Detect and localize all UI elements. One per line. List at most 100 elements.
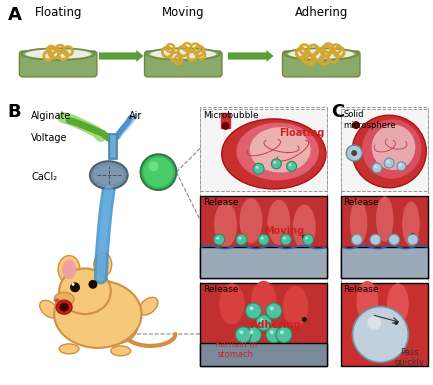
Ellipse shape: [288, 49, 354, 59]
Circle shape: [270, 306, 274, 310]
Circle shape: [351, 234, 362, 245]
FancyBboxPatch shape: [200, 283, 327, 366]
Circle shape: [352, 121, 360, 129]
Text: Remain in
stomach: Remain in stomach: [215, 340, 257, 359]
Ellipse shape: [214, 202, 237, 248]
Circle shape: [352, 306, 408, 362]
Circle shape: [70, 282, 80, 292]
Circle shape: [410, 233, 415, 238]
FancyBboxPatch shape: [341, 247, 429, 278]
Ellipse shape: [90, 161, 128, 189]
Polygon shape: [220, 113, 230, 127]
Circle shape: [397, 162, 406, 171]
Circle shape: [276, 327, 292, 343]
Ellipse shape: [362, 119, 421, 179]
Ellipse shape: [94, 306, 138, 344]
Circle shape: [394, 321, 398, 325]
Text: C: C: [331, 103, 344, 121]
Circle shape: [374, 165, 377, 168]
Ellipse shape: [250, 127, 310, 172]
Circle shape: [246, 327, 262, 343]
Circle shape: [236, 327, 251, 343]
Polygon shape: [99, 50, 143, 62]
Ellipse shape: [219, 283, 245, 325]
Ellipse shape: [59, 268, 111, 314]
Ellipse shape: [146, 48, 220, 60]
Ellipse shape: [293, 204, 316, 250]
Text: Alginate: Alginate: [31, 110, 72, 121]
Ellipse shape: [387, 283, 409, 325]
Text: Floating: Floating: [279, 128, 324, 138]
Circle shape: [266, 327, 282, 343]
Text: Microbubble: Microbubble: [203, 110, 259, 120]
Circle shape: [236, 234, 247, 245]
Circle shape: [346, 145, 362, 161]
Text: CaCl₂: CaCl₂: [31, 172, 58, 182]
Ellipse shape: [40, 300, 59, 318]
Ellipse shape: [356, 281, 378, 322]
FancyBboxPatch shape: [341, 283, 429, 366]
Text: Solid
microsphere: Solid microsphere: [343, 110, 396, 130]
Text: Pass
quickly: Pass quickly: [394, 348, 424, 367]
Circle shape: [305, 237, 308, 239]
Ellipse shape: [352, 115, 426, 188]
Circle shape: [149, 161, 158, 171]
Circle shape: [255, 166, 259, 169]
Ellipse shape: [21, 48, 95, 60]
Circle shape: [258, 234, 269, 245]
Text: Adhering: Adhering: [294, 7, 348, 19]
Ellipse shape: [58, 256, 80, 283]
Circle shape: [370, 234, 381, 245]
Circle shape: [256, 315, 271, 331]
Text: Adhering: Adhering: [251, 320, 301, 330]
Text: Release: Release: [203, 285, 239, 294]
Circle shape: [281, 234, 291, 245]
Circle shape: [287, 161, 297, 171]
Circle shape: [249, 330, 253, 334]
Circle shape: [271, 159, 281, 169]
FancyBboxPatch shape: [200, 343, 327, 366]
Ellipse shape: [268, 200, 291, 245]
Circle shape: [351, 150, 357, 156]
Circle shape: [266, 303, 282, 319]
FancyBboxPatch shape: [341, 196, 429, 278]
FancyBboxPatch shape: [200, 196, 327, 278]
Circle shape: [261, 237, 264, 239]
Ellipse shape: [150, 49, 216, 59]
Circle shape: [273, 161, 276, 164]
Ellipse shape: [372, 125, 415, 170]
Ellipse shape: [94, 253, 112, 276]
Circle shape: [260, 318, 264, 322]
Circle shape: [302, 317, 307, 322]
FancyBboxPatch shape: [145, 51, 222, 77]
Circle shape: [88, 280, 97, 289]
Circle shape: [246, 303, 262, 319]
Circle shape: [249, 306, 253, 310]
Ellipse shape: [55, 298, 60, 302]
Ellipse shape: [56, 300, 72, 314]
Circle shape: [239, 330, 243, 334]
Circle shape: [214, 234, 225, 245]
Ellipse shape: [350, 200, 367, 245]
FancyBboxPatch shape: [200, 283, 327, 366]
Ellipse shape: [111, 346, 131, 356]
Text: Release: Release: [203, 198, 239, 207]
Circle shape: [253, 163, 264, 174]
Ellipse shape: [222, 119, 326, 189]
Circle shape: [399, 163, 402, 166]
FancyBboxPatch shape: [341, 109, 429, 191]
Text: A: A: [7, 7, 21, 24]
Ellipse shape: [139, 297, 158, 315]
FancyBboxPatch shape: [19, 51, 97, 77]
Polygon shape: [228, 50, 274, 62]
Circle shape: [407, 234, 418, 245]
Ellipse shape: [25, 49, 91, 59]
Circle shape: [303, 234, 313, 245]
FancyBboxPatch shape: [341, 196, 429, 278]
Circle shape: [141, 154, 176, 190]
Text: Moving: Moving: [264, 226, 304, 236]
Circle shape: [302, 235, 307, 239]
Circle shape: [372, 163, 382, 173]
Ellipse shape: [402, 201, 420, 247]
Ellipse shape: [251, 281, 276, 322]
